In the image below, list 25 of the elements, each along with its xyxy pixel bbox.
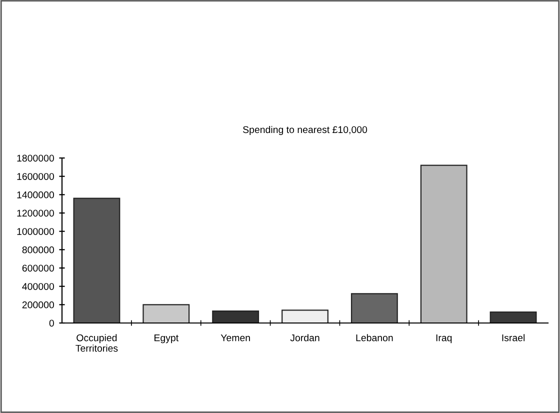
y-tick-label: 1400000 (17, 191, 54, 198)
y-tick-label: 800000 (22, 246, 54, 254)
y-tick-label: 1600000 (17, 173, 54, 180)
x-tick-label: Egypt (154, 334, 178, 344)
bar (212, 310, 260, 323)
y-tick-label: 0 (49, 320, 54, 327)
chart-title: Spending to nearest £10,000 (243, 126, 368, 136)
x-tick-label: Jordan (290, 334, 320, 342)
x-tick-label: Iraq (436, 334, 452, 344)
y-tick-label: 200000 (22, 301, 54, 308)
bar (142, 304, 190, 323)
bar (73, 198, 120, 323)
x-tick-label: Lebanon (356, 334, 393, 342)
bar (420, 164, 468, 323)
x-tick-label: Israel (502, 334, 525, 342)
bar (490, 311, 537, 323)
y-tick-label: 400000 (22, 283, 54, 290)
y-tick-label: 1800000 (17, 154, 54, 162)
y-tick-label: 600000 (22, 264, 54, 272)
y-tick-label: 1200000 (17, 210, 54, 217)
bar (282, 310, 328, 323)
y-tick-label: 1000000 (17, 228, 54, 235)
x-tick-label: Yemen (220, 334, 250, 342)
x-tick-label: Occupied Territories (76, 334, 118, 352)
bar (350, 293, 398, 323)
